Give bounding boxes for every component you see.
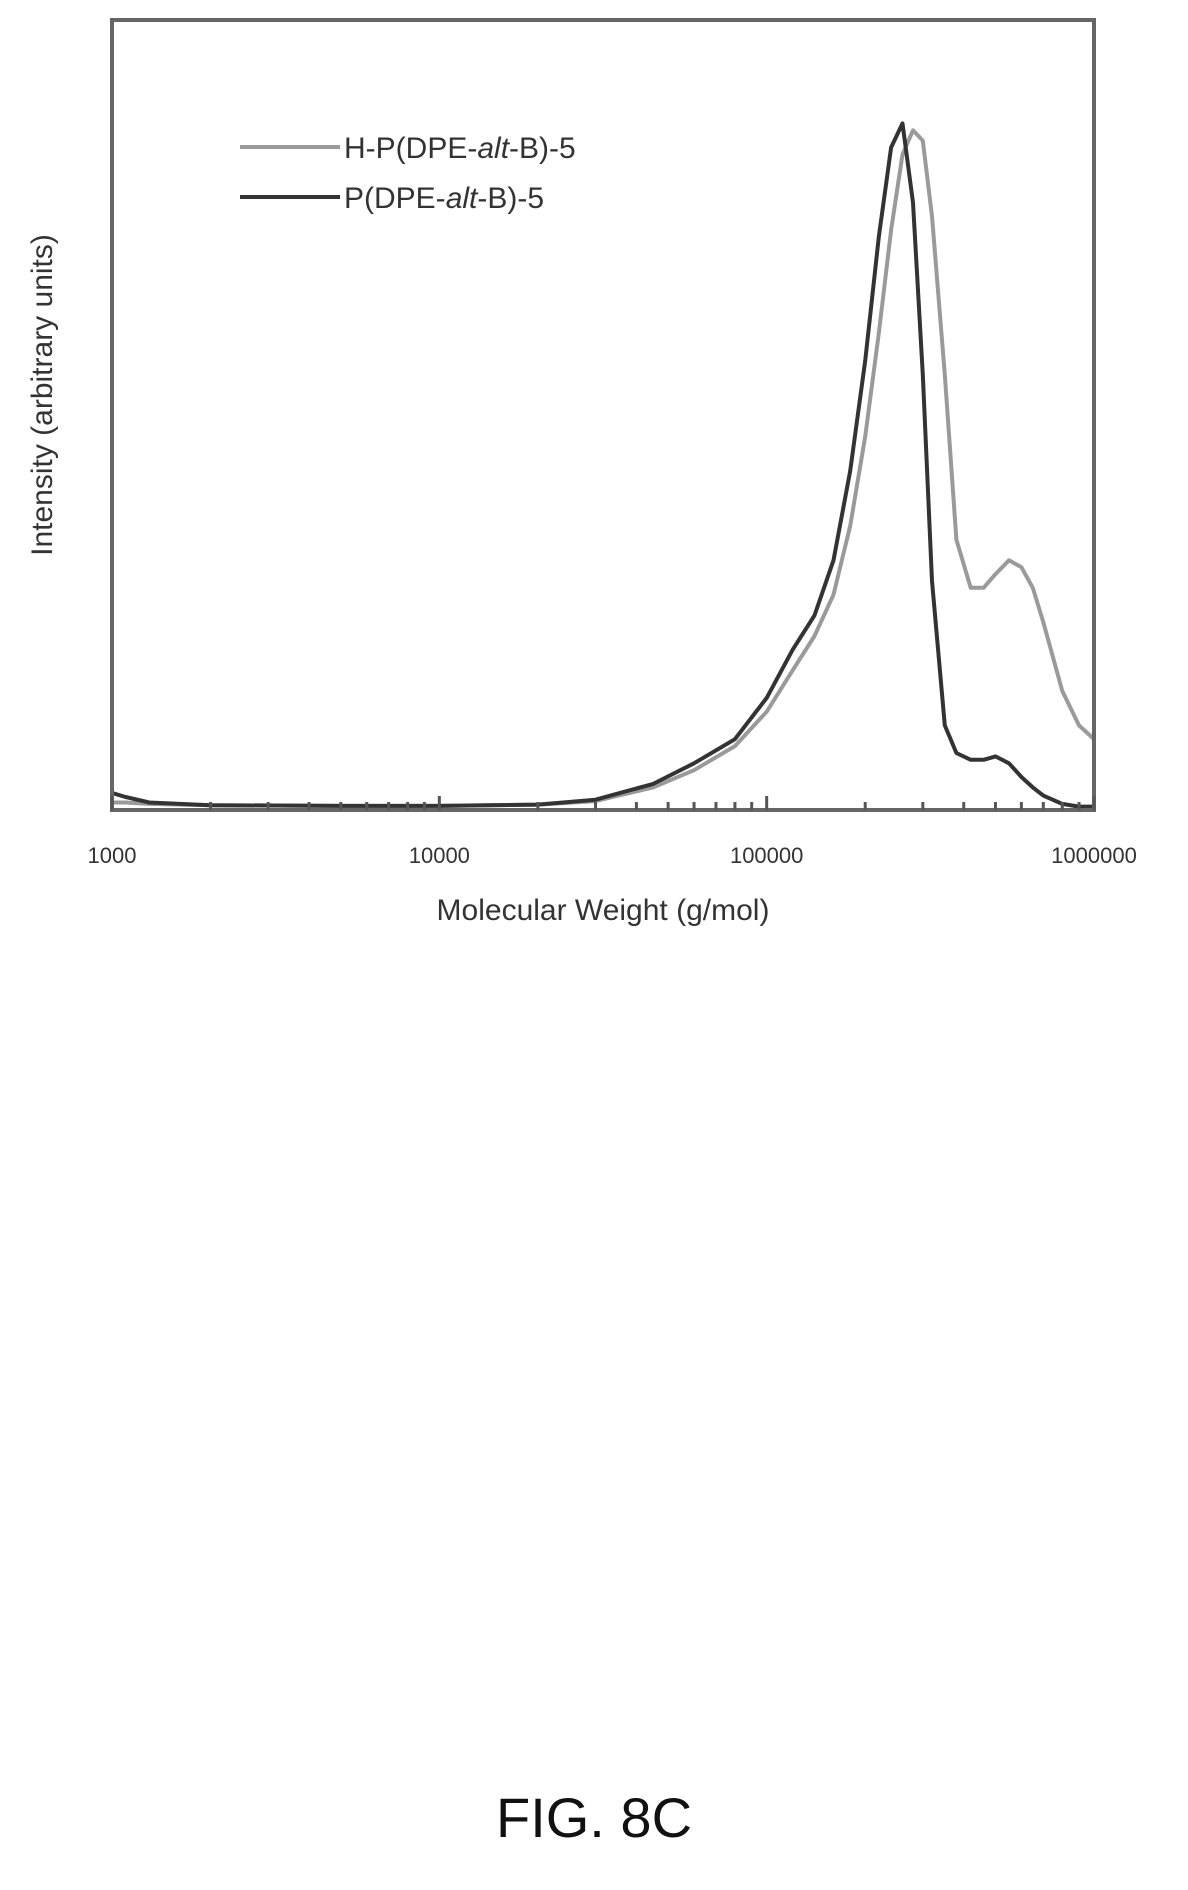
series-line-p-dpe-alt-b-5 — [112, 121, 1094, 809]
legend-label-p-dpe-alt-b-5: P(DPE-alt-B)-5 — [344, 182, 544, 215]
series-line-h-p-dpe-alt-b-5 — [112, 128, 1094, 808]
x-tick-label: 100000 — [730, 843, 803, 868]
legend-label-h-p-dpe-alt-b-5: H-P(DPE-alt-B)-5 — [344, 132, 576, 165]
y-axis-title: Intensity (arbitrary units) — [26, 234, 59, 556]
x-axis-title: Molecular Weight (g/mol) — [437, 894, 770, 927]
x-tick-label: 1000 — [88, 843, 137, 868]
figure-label: FIG. 8C — [495, 1786, 693, 1849]
x-tick-label: 1000000 — [1051, 843, 1137, 868]
legend: H-P(DPE-alt-B)-5 P(DPE-alt-B)-5 — [240, 132, 576, 215]
plot-frame — [110, 18, 1096, 812]
x-tick-label: 10000 — [409, 843, 470, 868]
